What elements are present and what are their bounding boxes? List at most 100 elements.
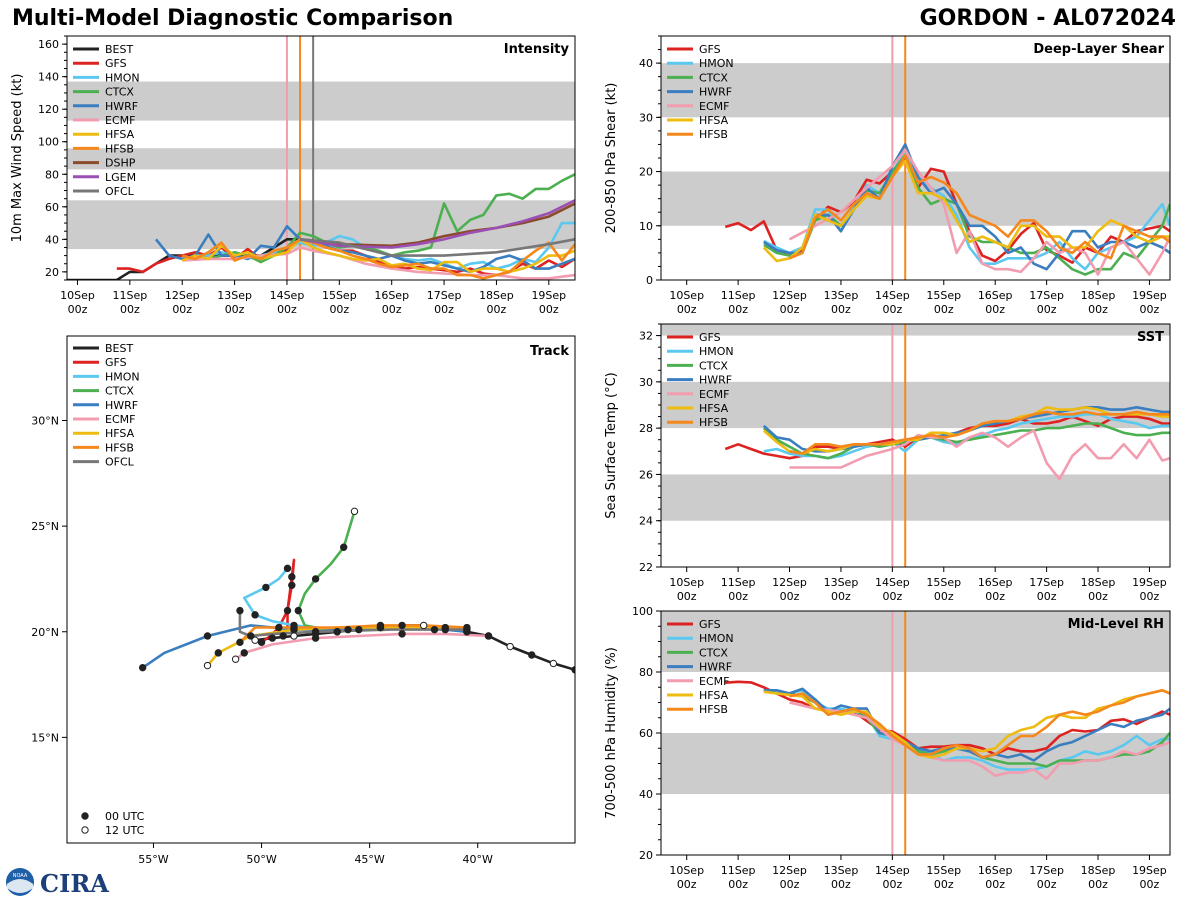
x-tick-label: 00z <box>985 878 1005 891</box>
x-tick-label: 00z <box>539 303 559 316</box>
x-tick-label: 12Sep <box>165 289 200 302</box>
y-tick-label: 120 <box>38 103 59 116</box>
x-tick-label: 10Sep <box>669 289 704 302</box>
series-line-hfsb <box>788 154 1170 260</box>
series-group <box>724 143 1170 276</box>
track-series-group <box>138 507 575 674</box>
x-tick-label: 19Sep <box>1132 289 1167 302</box>
y-tick-label: 30 <box>639 376 653 389</box>
x-tick-label: 00z <box>1088 303 1108 316</box>
x-tick-label: 18Sep <box>1081 576 1116 589</box>
marker-legend-label: 12 UTC <box>105 824 145 837</box>
panel-title: Mid-Level RH <box>1068 617 1164 632</box>
x-tick-label: 00z <box>882 303 902 316</box>
legend-label: DSHP <box>105 157 136 170</box>
series-group <box>724 405 1170 481</box>
track-marker-00utc <box>398 630 406 638</box>
marker-legend-filled <box>81 812 89 820</box>
y-tick-label: 160 <box>38 38 59 51</box>
track-marker-00utc <box>288 581 296 589</box>
x-tick-label: 15Sep <box>322 289 357 302</box>
panel-track: 55°W 50°W 45°W 40°W 15°N 20°N 25°N 30°N Track BES… <box>31 335 576 866</box>
legend-label: HFSB <box>699 128 728 141</box>
track-marker-00utc <box>528 651 536 659</box>
track-marker-00utc <box>203 632 212 640</box>
track-marker-00utc <box>333 628 341 636</box>
legend-label: HWRF <box>105 100 138 113</box>
x-tick-label: 00z <box>831 590 851 603</box>
x-tick-label: 18Sep <box>1081 289 1116 302</box>
x-tick-label: 17Sep <box>1029 289 1064 302</box>
legend-label: HWRF <box>105 399 138 412</box>
y-tick-label: 24 <box>639 515 653 528</box>
track-marker-12utc <box>350 507 359 516</box>
x-tick-label: 11Sep <box>721 864 756 877</box>
track-line-ofcl <box>238 610 467 638</box>
x-tick-label: 50°W <box>246 853 276 866</box>
x-tick-label: 17Sep <box>1029 576 1064 589</box>
track-marker-00utc <box>247 632 255 640</box>
x-tick-label: 00z <box>677 303 697 316</box>
legend-label: BEST <box>105 342 133 355</box>
x-tick-label: 00z <box>831 303 851 316</box>
shaded-band <box>67 148 575 170</box>
track-marker-00utc <box>138 663 147 672</box>
y-tick-label: 25°N <box>31 520 59 533</box>
y-tick-label: 30°N <box>31 415 59 428</box>
track-marker-00utc <box>236 606 244 615</box>
legend-label: HFSA <box>105 427 135 440</box>
x-tick-label: 17Sep <box>1029 864 1064 877</box>
legend-label: CTCX <box>105 86 134 99</box>
noaa-logo-text: NOAA <box>13 873 28 879</box>
panel-sst: 22242628303210Sep00z11Sep00z12Sep00z13Se… <box>604 323 1171 603</box>
track-marker-12utc <box>203 661 212 670</box>
x-tick-label: 00z <box>1088 590 1108 603</box>
legend-label: GFS <box>699 43 721 56</box>
x-tick-label: 00z <box>728 878 748 891</box>
x-tick-label: 00z <box>934 303 954 316</box>
track-marker-12utc <box>251 636 259 644</box>
x-tick-label: 15Sep <box>926 576 961 589</box>
x-tick-label: 00z <box>882 878 902 891</box>
legend-label: HMON <box>699 632 734 645</box>
cira-logo: NOAA CIRA <box>6 868 109 898</box>
legend-label: HFSA <box>105 128 135 141</box>
track-marker-00utc <box>275 623 283 632</box>
x-tick-label: 00z <box>934 590 954 603</box>
y-tick-label: 26 <box>639 468 653 481</box>
x-tick-label: 12Sep <box>772 864 807 877</box>
y-tick-label: 80 <box>639 666 653 679</box>
x-tick-label: 11Sep <box>721 289 756 302</box>
x-tick-label: 15Sep <box>926 289 961 302</box>
legend-label: HFSB <box>699 416 728 429</box>
legend-label: ECMF <box>105 413 135 426</box>
x-tick-label: 10Sep <box>60 289 95 302</box>
x-tick-label: 00z <box>68 303 88 316</box>
shaded-band <box>67 81 575 121</box>
x-tick-label: 13Sep <box>824 576 859 589</box>
track-marker-00utc <box>355 625 363 634</box>
x-tick-label: 14Sep <box>875 576 910 589</box>
x-tick-label: 18Sep <box>479 289 514 302</box>
y-tick-label: 0 <box>646 274 653 287</box>
legend-label: OFCL <box>105 185 135 198</box>
track-marker-00utc <box>268 634 277 642</box>
x-tick-label: 14Sep <box>270 289 305 302</box>
panel-shear: 01020304010Sep00z11Sep00z12Sep00z13Sep00… <box>604 35 1171 316</box>
legend-label: HMON <box>699 345 734 358</box>
x-tick-label: 15Sep <box>926 864 961 877</box>
y-tick-label: 40 <box>639 788 653 801</box>
x-tick-label: 00z <box>329 303 349 316</box>
x-tick-label: 14Sep <box>875 289 910 302</box>
x-tick-label: 19Sep <box>531 289 566 302</box>
x-tick-label: 00z <box>382 303 402 316</box>
track-marker-00utc <box>262 583 270 592</box>
track-marker-00utc <box>257 638 266 647</box>
x-tick-label: 00z <box>677 878 697 891</box>
legend-label: HFSB <box>105 142 134 155</box>
x-tick-label: 11Sep <box>112 289 147 302</box>
track-marker-00utc <box>311 634 320 642</box>
x-tick-label: 00z <box>882 590 902 603</box>
